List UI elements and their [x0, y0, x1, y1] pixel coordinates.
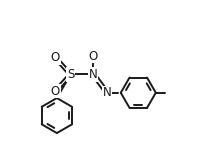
Text: O: O — [89, 50, 98, 63]
Text: O: O — [51, 51, 60, 64]
Text: O: O — [51, 85, 60, 98]
Text: N: N — [89, 68, 98, 81]
Text: N: N — [103, 86, 112, 99]
Text: S: S — [67, 68, 74, 81]
